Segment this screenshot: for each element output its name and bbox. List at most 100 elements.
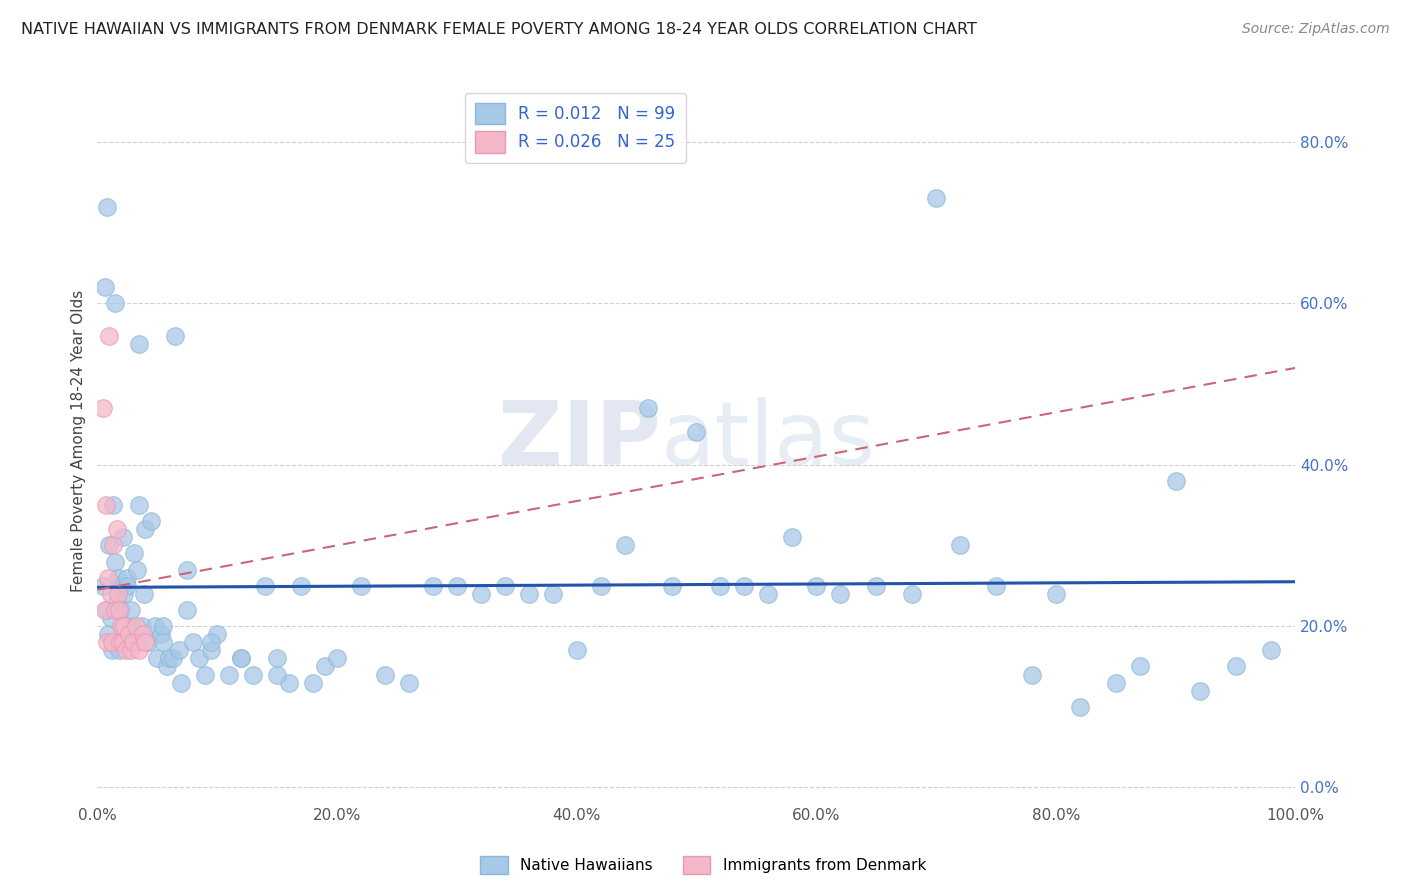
Point — [98, 538, 121, 552]
Point — [1069, 699, 1091, 714]
Point — [117, 571, 139, 585]
Text: ZIP: ZIP — [498, 397, 661, 484]
Point — [105, 522, 128, 536]
Point — [167, 643, 190, 657]
Point — [93, 579, 115, 593]
Point — [96, 635, 118, 649]
Point — [134, 635, 156, 649]
Point — [111, 635, 134, 649]
Point — [1105, 675, 1128, 690]
Point — [112, 587, 135, 601]
Point — [100, 611, 122, 625]
Point — [1260, 643, 1282, 657]
Point — [637, 401, 659, 416]
Point — [350, 579, 373, 593]
Point — [733, 579, 755, 593]
Point — [128, 643, 150, 657]
Point — [229, 651, 252, 665]
Point — [314, 659, 336, 673]
Point — [157, 651, 180, 665]
Point — [1129, 659, 1152, 673]
Point — [120, 603, 142, 617]
Point — [120, 643, 142, 657]
Point — [107, 571, 129, 585]
Point — [108, 603, 131, 617]
Point — [176, 563, 198, 577]
Point — [98, 328, 121, 343]
Point — [830, 587, 852, 601]
Point — [589, 579, 612, 593]
Point — [97, 627, 120, 641]
Point — [865, 579, 887, 593]
Point — [136, 635, 159, 649]
Text: Source: ZipAtlas.com: Source: ZipAtlas.com — [1241, 22, 1389, 37]
Point — [756, 587, 779, 601]
Point — [152, 619, 174, 633]
Point — [108, 579, 131, 593]
Point — [565, 643, 588, 657]
Point — [266, 667, 288, 681]
Point — [104, 603, 127, 617]
Point — [112, 619, 135, 633]
Point — [104, 296, 127, 310]
Point — [165, 328, 187, 343]
Point — [984, 579, 1007, 593]
Point — [125, 563, 148, 577]
Point — [96, 603, 118, 617]
Point — [108, 635, 131, 649]
Point — [242, 667, 264, 681]
Point — [97, 571, 120, 585]
Point — [125, 619, 148, 633]
Point — [128, 498, 150, 512]
Point — [117, 627, 139, 641]
Point — [101, 498, 124, 512]
Point — [901, 587, 924, 601]
Text: NATIVE HAWAIIAN VS IMMIGRANTS FROM DENMARK FEMALE POVERTY AMONG 18-24 YEAR OLDS : NATIVE HAWAIIAN VS IMMIGRANTS FROM DENMA… — [21, 22, 977, 37]
Point — [110, 619, 132, 633]
Point — [709, 579, 731, 593]
Point — [541, 587, 564, 601]
Point — [152, 635, 174, 649]
Point — [156, 659, 179, 673]
Point — [194, 667, 217, 681]
Point — [134, 522, 156, 536]
Point — [613, 538, 636, 552]
Point — [93, 280, 115, 294]
Point — [132, 627, 155, 641]
Point — [374, 667, 396, 681]
Point — [100, 643, 122, 657]
Point — [101, 538, 124, 552]
Point — [146, 651, 169, 665]
Point — [170, 675, 193, 690]
Point — [290, 579, 312, 593]
Point — [278, 675, 301, 690]
Point — [949, 538, 972, 552]
Legend: R = 0.012   N = 99, R = 0.026   N = 25: R = 0.012 N = 99, R = 0.026 N = 25 — [465, 93, 686, 162]
Point — [93, 401, 115, 416]
Point — [780, 530, 803, 544]
Point — [1045, 587, 1067, 601]
Point — [131, 619, 153, 633]
Point — [254, 579, 277, 593]
Point — [326, 651, 349, 665]
Point — [446, 579, 468, 593]
Text: atlas: atlas — [661, 397, 876, 484]
Point — [96, 200, 118, 214]
Point — [188, 651, 211, 665]
Point — [100, 587, 122, 601]
Point — [93, 603, 115, 617]
Point — [200, 635, 222, 649]
Point — [149, 627, 172, 641]
Point — [110, 603, 132, 617]
Point — [122, 635, 145, 649]
Point — [108, 643, 131, 657]
Point — [422, 579, 444, 593]
Point — [100, 635, 122, 649]
Point — [118, 619, 141, 633]
Point — [117, 579, 139, 593]
Point — [1188, 683, 1211, 698]
Point — [398, 675, 420, 690]
Point — [1225, 659, 1247, 673]
Point — [1164, 474, 1187, 488]
Point — [124, 547, 146, 561]
